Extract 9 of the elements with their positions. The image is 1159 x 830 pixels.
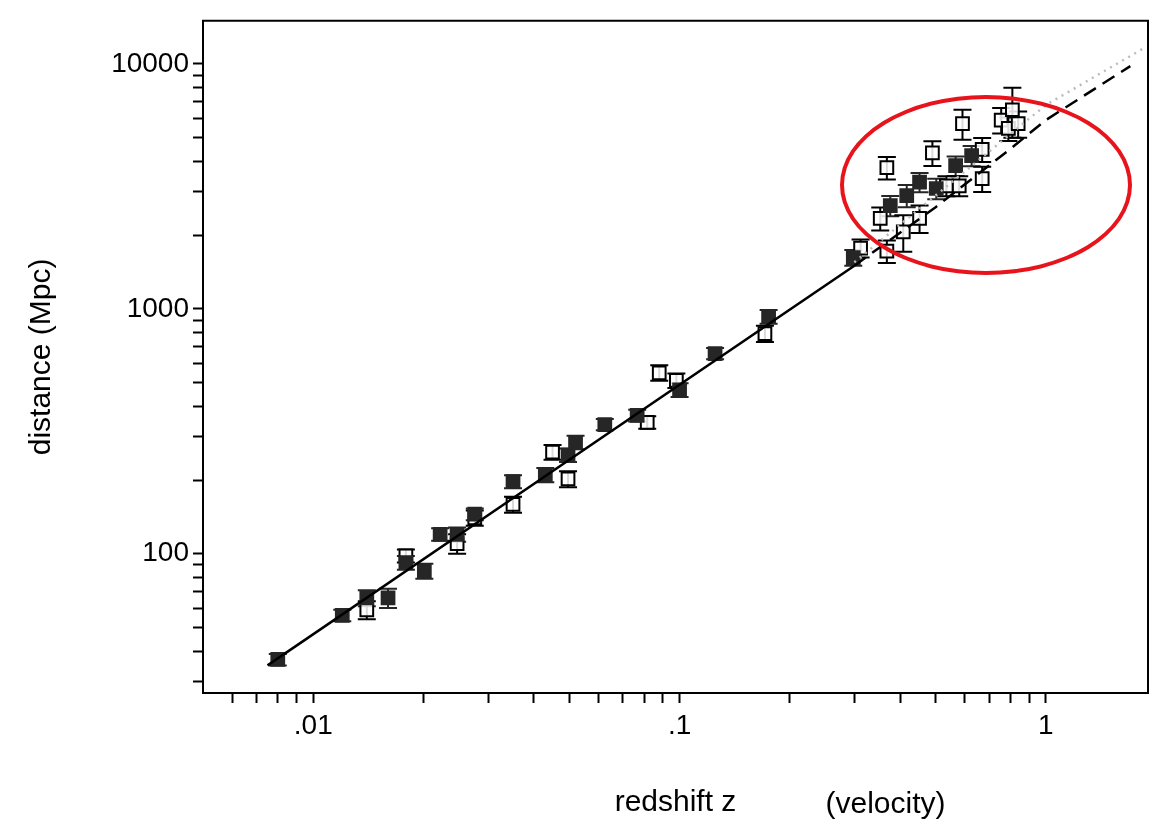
y-axis-title: distance (Mpc): [23, 258, 57, 456]
x-tick-label: 1: [1038, 708, 1054, 740]
x-tick-label: .01: [293, 708, 333, 740]
y-tick-label: 1000: [126, 291, 189, 323]
x-axis-title: redshift z: [614, 784, 737, 818]
text: (velocity): [825, 786, 946, 820]
x-tick-label: .1: [667, 708, 692, 740]
y-tick-label: 100: [142, 536, 189, 568]
y-tick-label: 10000: [111, 46, 189, 78]
